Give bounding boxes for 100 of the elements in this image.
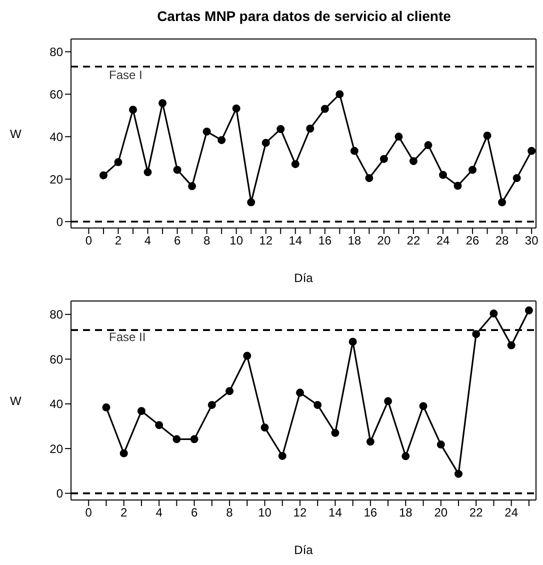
point (320, 104, 329, 113)
x-tick-label: 2 (120, 506, 128, 520)
point (350, 146, 358, 155)
point (468, 166, 477, 174)
point (365, 174, 374, 182)
point (188, 182, 196, 190)
point (190, 435, 198, 444)
x-tick-label: 16 (364, 506, 378, 520)
y-axis-title: W (10, 394, 22, 408)
y-tick-label: 80 (50, 308, 64, 322)
point (144, 168, 152, 176)
x-tick-label: 30 (524, 234, 539, 248)
point (247, 198, 256, 206)
x-tick-label: 6 (190, 506, 198, 520)
y-tick-label: 80 (50, 45, 64, 59)
point (331, 428, 340, 437)
point (336, 90, 344, 98)
point (454, 470, 462, 478)
x-tick-label: 0 (85, 506, 92, 520)
point (291, 160, 300, 168)
point (409, 157, 418, 166)
point (262, 138, 270, 147)
y-tick-label: 60 (50, 87, 64, 102)
point (384, 397, 392, 406)
point (232, 104, 240, 112)
x-tick-label: 18 (348, 234, 362, 248)
point (402, 452, 410, 460)
point (507, 341, 516, 350)
point (454, 182, 462, 190)
point (296, 388, 304, 397)
point (218, 136, 226, 144)
x-tick-label: 14 (288, 234, 302, 248)
point (114, 158, 122, 166)
point (528, 146, 536, 155)
point (120, 449, 128, 458)
x-tick-label: 8 (203, 234, 210, 248)
point (99, 171, 108, 180)
x-tick-label: 26 (466, 234, 480, 248)
chart-title: Cartas MNP para datos de servicio al cliente (156, 8, 452, 24)
x-tick-label: 22 (406, 234, 420, 248)
y-tick-label: 20 (50, 172, 64, 186)
point (155, 421, 164, 430)
point (498, 198, 506, 206)
point (172, 435, 181, 444)
x-tick-label: 8 (226, 506, 234, 520)
x-tick-label: 10 (230, 234, 244, 248)
y-tick-label: 40 (50, 397, 64, 412)
x-tick-label: 20 (434, 506, 448, 520)
point (419, 402, 428, 410)
point (436, 440, 445, 449)
point (306, 124, 314, 133)
point (243, 352, 252, 360)
x-tick-label: 24 (436, 234, 450, 248)
annotation: Fase I (109, 68, 142, 82)
x-tick-label: 10 (258, 506, 272, 520)
x-tick-label: 12 (259, 234, 273, 248)
point (137, 407, 146, 416)
x-tick-label: 20 (377, 234, 391, 248)
x-tick-label: 4 (156, 506, 163, 520)
x-tick-label: 24 (504, 506, 518, 520)
y-tick-label: 0 (56, 214, 64, 229)
point (439, 170, 447, 179)
point (490, 310, 498, 318)
point (276, 125, 285, 134)
x-tick-label: 12 (293, 506, 307, 520)
y-tick-label: 40 (50, 130, 64, 144)
point (278, 452, 286, 460)
point (524, 306, 533, 314)
point (472, 330, 480, 338)
x-tick-label: 4 (144, 234, 152, 248)
x-tick-label: 28 (495, 234, 510, 248)
x-tick-label: 6 (174, 234, 181, 248)
x-tick-label: 16 (318, 234, 332, 248)
x-tick-label: 22 (469, 506, 484, 520)
point (158, 99, 167, 108)
point (424, 141, 432, 150)
point (226, 387, 234, 396)
point (512, 174, 521, 182)
x-tick-label: 2 (114, 234, 122, 248)
annotation: Fase II (109, 330, 146, 344)
y-axis-title: W (10, 126, 22, 141)
y-tick-label: 0 (56, 486, 64, 501)
x-tick-label: 18 (398, 506, 413, 520)
point (348, 338, 357, 346)
point (202, 128, 211, 136)
x-tick-label: 14 (328, 506, 342, 520)
point (173, 166, 182, 174)
x-axis-title: Día (294, 271, 314, 285)
x-axis-title: Día (294, 543, 314, 557)
point (129, 106, 137, 114)
point (208, 400, 216, 409)
point (483, 132, 492, 140)
point (380, 154, 388, 163)
point (314, 400, 322, 409)
point (366, 438, 374, 446)
point (102, 403, 110, 412)
y-tick-label: 20 (50, 442, 64, 456)
y-tick-label: 60 (50, 352, 64, 366)
point (394, 132, 403, 141)
point (260, 424, 269, 432)
